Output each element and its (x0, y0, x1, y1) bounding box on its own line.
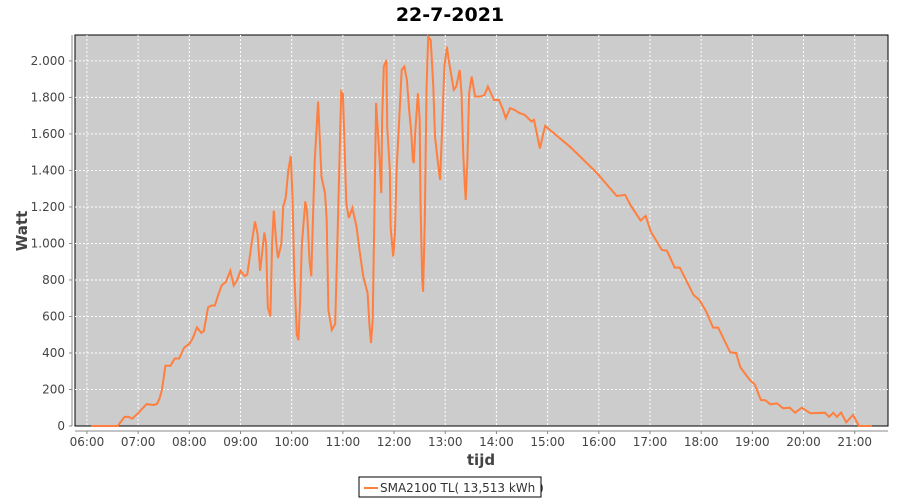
x-tick-label: 07:00 (121, 435, 156, 449)
y-tick-label: 1.200 (31, 200, 65, 214)
x-tick-label: 20:00 (786, 435, 821, 449)
y-axis-label: Watt (13, 211, 31, 251)
gridlines (75, 35, 888, 426)
x-tick-label: 14:00 (479, 435, 514, 449)
y-tick-label: 0 (57, 419, 65, 433)
legend-box (358, 476, 542, 498)
x-tick-label: 17:00 (633, 435, 668, 449)
x-axis-label: tijd (467, 451, 495, 469)
x-tick-label: 08:00 (172, 435, 207, 449)
y-tick-label: 1.000 (31, 236, 65, 250)
series-line-sma2100 (91, 33, 872, 427)
plot-area (74, 34, 889, 427)
legend: SMA2100 TL( 13,513 kWh ) (358, 476, 544, 498)
x-tick-label: 15:00 (530, 435, 565, 449)
legend-label: SMA2100 TL( 13,513 kWh ) (380, 481, 544, 495)
x-tick-label: 12:00 (377, 435, 412, 449)
y-tick-label: 400 (42, 346, 65, 360)
x-tick-label: 18:00 (684, 435, 719, 449)
x-tick-label: 10:00 (274, 435, 309, 449)
y-axis: 0 200 400 600 800 1.000 1.200 1.400 1.600 1.800 2.… (31, 35, 73, 433)
y-tick-label: 800 (42, 273, 65, 287)
x-tick-label: 13:00 (428, 435, 463, 449)
y-tick-label: 1.800 (31, 90, 65, 104)
y-tick-label: 200 (42, 382, 65, 396)
x-tick-label: 06:00 (70, 435, 105, 449)
y-tick-label: 600 (42, 309, 65, 323)
x-tick-label: 11:00 (326, 435, 361, 449)
x-axis: 06:00 07:00 08:00 09:00 10:00 11:00 12:00 13:00… (70, 430, 888, 449)
y-tick-label: 1.600 (31, 127, 65, 141)
x-tick-label: 19:00 (735, 435, 770, 449)
x-tick-label: 21:00 (837, 435, 872, 449)
y-tick-label: 1.400 (31, 163, 65, 177)
x-tick-label: 09:00 (223, 435, 258, 449)
chart-title: 22-7-2021 (396, 4, 504, 26)
x-tick-label: 16:00 (582, 435, 617, 449)
y-tick-label: 2.000 (31, 54, 65, 68)
